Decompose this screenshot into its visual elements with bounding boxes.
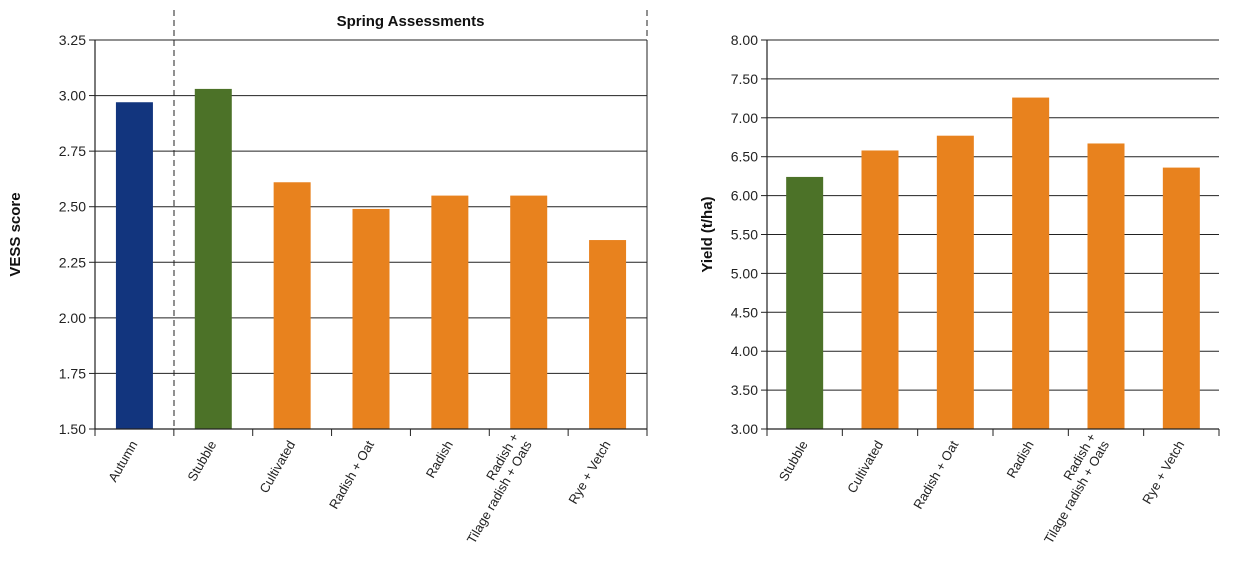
vess-category-label: Radish +Tilage radish + Oats — [451, 430, 535, 546]
yield-bar — [1012, 97, 1050, 430]
yield-category-label: Rye + Vetch — [1139, 438, 1187, 507]
vess-category-label: Autumn — [105, 438, 140, 484]
vess-bar — [273, 182, 311, 429]
vess-bar — [352, 208, 390, 429]
vess-bar — [115, 102, 153, 430]
yield-y-tick-label: 4.00 — [731, 343, 758, 359]
yield-y-tick-label: 7.00 — [731, 110, 758, 126]
yield-category-label: Radish — [1004, 438, 1037, 481]
spring-assessments-label: Spring Assessments — [337, 13, 485, 30]
yield-bar — [1087, 143, 1125, 429]
yield-y-tick-label: 5.50 — [731, 227, 758, 243]
yield-category-label: Stubble — [776, 438, 811, 484]
vess-y-tick-label: 2.75 — [59, 143, 86, 159]
vess-bar — [510, 195, 548, 429]
vess-category-label: Cultivated — [256, 438, 298, 496]
yield-y-tick-label: 6.00 — [731, 188, 758, 204]
vess-y-tick-label: 2.50 — [59, 199, 86, 215]
vess-y-tick-label: 3.25 — [59, 32, 86, 48]
yield-y-tick-label: 5.00 — [731, 265, 758, 281]
vess-category-label: Stubble — [184, 438, 219, 484]
yield-y-tick-label: 6.50 — [731, 149, 758, 165]
vess-y-axis-title: VESS score — [7, 192, 24, 276]
vess-y-tick-label: 2.00 — [59, 310, 86, 326]
yield-bar — [936, 135, 974, 429]
yield-y-tick-label: 3.50 — [731, 382, 758, 398]
yield-bar — [786, 176, 824, 429]
vess-y-tick-label: 1.75 — [59, 365, 86, 381]
vess-category-label: Rye + Vetch — [565, 438, 613, 507]
vess-y-tick-label: 3.00 — [59, 88, 86, 104]
yield-y-axis-title: Yield (t/ha) — [699, 196, 716, 272]
vess-bar — [194, 88, 232, 429]
yield-bar — [861, 150, 899, 429]
yield-y-tick-label: 8.00 — [731, 32, 758, 48]
vess-category-label: Radish + Oat — [326, 438, 377, 512]
vess-score-chart: 1.50 1.75 2.00 2.25 2.50 2.75 3.00 3.25 Autumn St… — [7, 10, 648, 546]
vess-category-label: Radish — [423, 438, 456, 481]
yield-category-label: Cultivated — [844, 438, 886, 496]
vess-bar — [589, 240, 627, 429]
vess-y-tick-label: 2.25 — [59, 254, 86, 270]
vess-y-tick-label: 1.50 — [59, 421, 86, 437]
yield-y-tick-label: 3.00 — [731, 421, 758, 437]
yield-y-tick-label: 4.50 — [731, 304, 758, 320]
yield-bar — [1162, 167, 1200, 430]
yield-y-tick-label: 7.50 — [731, 71, 758, 87]
yield-category-label: Radish +Tilage radish + Oats — [1028, 430, 1112, 546]
vess-bar — [431, 195, 469, 429]
yield-chart: 3.00 3.50 4.00 4.50 5.00 5.50 6.00 6.50 7.00 7.50… — [699, 32, 1220, 546]
yield-category-label: Radish + Oat — [910, 438, 961, 512]
